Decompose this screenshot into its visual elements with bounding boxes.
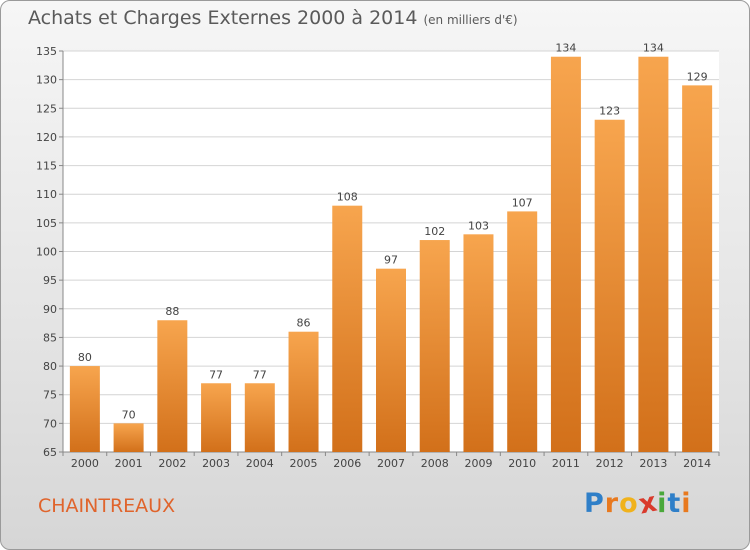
- x-tick-label: 2007: [377, 457, 405, 470]
- bar: [419, 240, 450, 452]
- logo-letter: i: [681, 488, 692, 519]
- data-label: 97: [384, 254, 398, 267]
- y-tick-label: 135: [36, 45, 57, 58]
- bar: [376, 268, 406, 452]
- x-tick-label: 2005: [290, 457, 318, 470]
- bar: [288, 331, 319, 452]
- proxiti-logo: Proxiti: [584, 486, 692, 520]
- data-label: 86: [297, 317, 311, 330]
- x-tick-label: 2000: [71, 457, 99, 470]
- data-label: 102: [424, 225, 445, 238]
- x-tick-label: 2004: [246, 457, 274, 470]
- bar: [113, 423, 144, 452]
- y-tick-label: 70: [43, 417, 57, 430]
- y-tick-label: 65: [43, 446, 57, 459]
- y-tick-label: 90: [43, 303, 57, 316]
- x-tick-label: 2002: [158, 457, 186, 470]
- commune-name: CHAINTREAUX: [38, 495, 176, 517]
- y-tick-label: 115: [36, 160, 57, 173]
- x-tick-label: 2012: [596, 457, 624, 470]
- bar: [638, 56, 669, 452]
- bar: [682, 85, 713, 452]
- logo-letter: r: [604, 488, 620, 519]
- data-label: 103: [468, 219, 489, 232]
- bar: [507, 211, 538, 452]
- x-tick-label: 2008: [421, 457, 449, 470]
- y-tick-label: 95: [43, 274, 57, 287]
- bar: [332, 205, 363, 452]
- y-tick-label: 85: [43, 331, 57, 344]
- data-label: 88: [165, 305, 179, 318]
- bar: [69, 366, 100, 452]
- data-label: 134: [643, 42, 664, 55]
- y-tick-label: 130: [36, 74, 57, 87]
- data-label: 108: [337, 191, 358, 204]
- bar: [244, 383, 275, 452]
- x-tick-label: 2011: [552, 457, 580, 470]
- data-label: 70: [122, 408, 136, 421]
- y-tick-label: 105: [36, 217, 57, 230]
- x-tick-label: 2003: [202, 457, 230, 470]
- y-tick-label: 100: [36, 246, 57, 259]
- logo-letter: i: [657, 488, 668, 519]
- logo-letter: P: [584, 488, 605, 519]
- logo-letter: o: [619, 488, 639, 519]
- data-label: 123: [599, 105, 620, 118]
- x-tick-label: 2013: [639, 457, 667, 470]
- y-tick-label: 110: [36, 188, 57, 201]
- x-tick-label: 2001: [115, 457, 143, 470]
- y-tick-label: 75: [43, 389, 57, 402]
- x-tick-label: 2006: [333, 457, 361, 470]
- y-tick-label: 125: [36, 102, 57, 115]
- y-tick-label: 80: [43, 360, 57, 373]
- y-tick-label: 120: [36, 131, 57, 144]
- bar: [201, 383, 232, 452]
- x-tick-label: 2014: [683, 457, 711, 470]
- data-label: 129: [687, 70, 708, 83]
- bar: [157, 320, 188, 452]
- data-label: 107: [512, 196, 533, 209]
- data-label: 80: [78, 351, 92, 364]
- logo-letter: t: [667, 488, 682, 519]
- bar: [463, 234, 494, 452]
- data-label: 77: [253, 368, 267, 381]
- data-label: 77: [209, 368, 223, 381]
- chart-title: Achats et Charges Externes 2000 à 2014 (e…: [28, 7, 518, 29]
- plot-area: 65 70 75 80 85 90 95 100 105 110 115 120 125 130 135 80…: [36, 42, 720, 470]
- x-tick-label: 2009: [464, 457, 492, 470]
- bar: [594, 119, 625, 452]
- chart-title-unit: (en milliers d'€): [423, 13, 518, 27]
- bar: [550, 56, 581, 452]
- data-label: 134: [555, 42, 576, 55]
- x-tick-label: 2010: [508, 457, 536, 470]
- chart-title-main: Achats et Charges Externes 2000 à 2014: [28, 7, 418, 29]
